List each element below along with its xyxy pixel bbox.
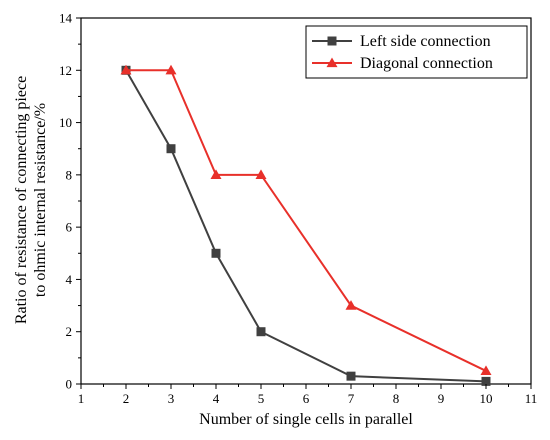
y-tick-label: 0 <box>66 377 73 392</box>
series-diagonal-connection <box>120 64 492 376</box>
legend-box <box>305 25 528 79</box>
data-point-left-side-connection <box>211 248 221 258</box>
data-point-left-side-connection <box>346 371 356 381</box>
series-line-diagonal-connection <box>126 69 487 372</box>
y-tick-label: 12 <box>59 63 72 78</box>
y-axis-label-line-1: Ratio of resistance of connecting piece <box>13 76 30 324</box>
data-point-left-side-connection <box>256 327 266 337</box>
y-tick-label: 14 <box>59 11 73 26</box>
x-tick-label: 2 <box>123 391 130 406</box>
x-tick-label: 5 <box>258 391 265 406</box>
x-tick-label: 11 <box>525 391 538 406</box>
legend-label-left-side-connection: Left side connection <box>360 33 491 50</box>
data-point-diagonal-connection <box>255 169 267 179</box>
series-group <box>120 64 492 386</box>
legend-label-diagonal-connection: Diagonal connection <box>360 55 493 72</box>
series-line-left-side-connection <box>125 69 487 383</box>
y-tick-label: 4 <box>66 272 73 287</box>
x-tick-label: 1 <box>78 391 85 406</box>
data-point-diagonal-connection <box>480 365 492 376</box>
data-point-diagonal-connection <box>345 300 357 310</box>
x-tick-label: 4 <box>213 391 220 406</box>
data-point-left-side-connection <box>481 376 491 386</box>
y-tick-label: 8 <box>66 167 73 182</box>
legend: Left side connection Diagonal connection <box>305 25 528 79</box>
y-tick-label: 6 <box>66 220 73 235</box>
x-tick-label: 7 <box>348 391 355 406</box>
data-point-diagonal-connection <box>120 64 132 75</box>
x-axis-label: Number of single cells in parallel <box>199 411 413 428</box>
x-tick-label: 9 <box>438 391 445 406</box>
series-left-side-connection <box>121 65 491 386</box>
x-tick-label: 3 <box>168 391 175 406</box>
x-tick-label: 8 <box>393 391 400 406</box>
y-tick-label: 10 <box>59 115 72 130</box>
legend-marker-diagonal-connection <box>326 57 338 68</box>
data-point-diagonal-connection <box>210 169 222 179</box>
y-axis-label-line-2: to ohmic internal resistance/% <box>32 103 49 297</box>
legend-marker-left-side-connection <box>327 36 337 46</box>
data-point-diagonal-connection <box>165 64 177 75</box>
x-tick-label: 6 <box>303 391 310 406</box>
data-point-left-side-connection <box>166 144 176 154</box>
x-tick-label: 10 <box>480 391 493 406</box>
y-tick-label: 2 <box>66 324 73 339</box>
